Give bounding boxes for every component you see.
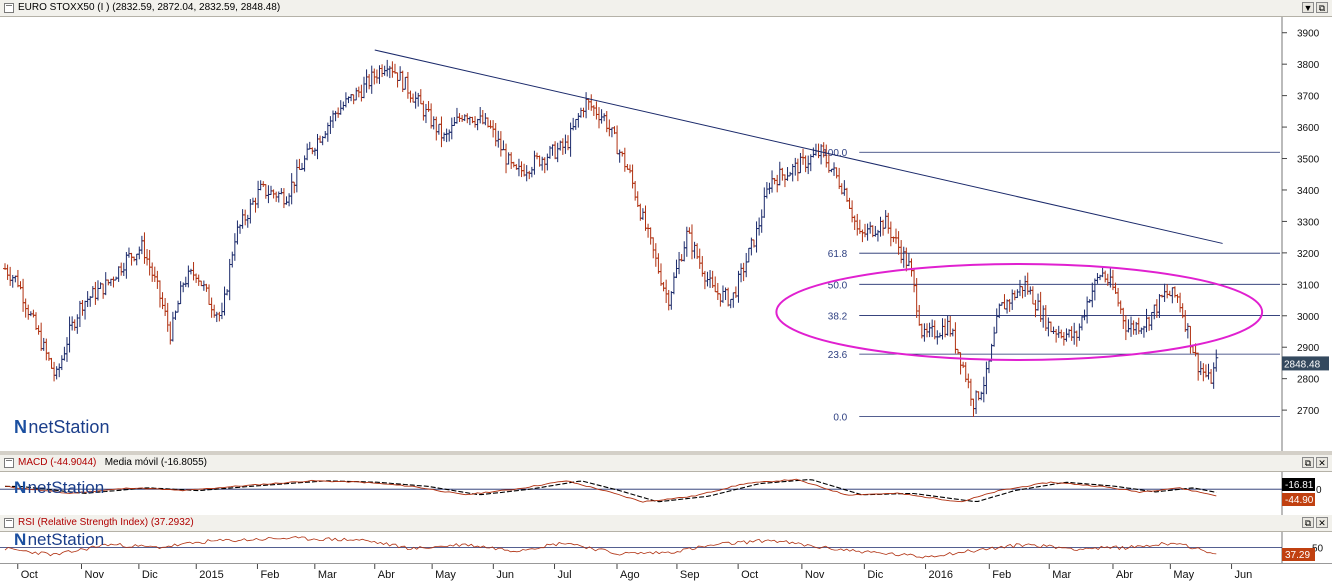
x-tick-label: Jun — [1235, 569, 1253, 581]
x-tick-label: Abr — [378, 569, 395, 581]
rsi-badge — [1282, 548, 1315, 561]
x-tick-label: Nov — [85, 569, 105, 581]
macd-ma-badge-text: -16.81 — [1285, 480, 1314, 491]
x-tick-label: May — [1173, 569, 1194, 581]
y-tick-label: 2800 — [1297, 375, 1320, 386]
macd-line — [4, 478, 1217, 503]
rsi-pane-title: RSI (Relative Strength Index) (37.2932) — [18, 517, 194, 528]
logo-text: netStation — [28, 532, 105, 549]
x-tick-label: Feb — [992, 569, 1011, 581]
y-tick-label: 3400 — [1297, 186, 1320, 197]
x-tick-label: Jun — [496, 569, 514, 581]
plot-background — [0, 17, 1282, 451]
restore-icon[interactable]: ⧉ — [1302, 517, 1314, 528]
y-tick-label: 2700 — [1297, 406, 1320, 417]
ohlc-bar — [1214, 349, 1219, 372]
logo-mark: N — [14, 478, 26, 497]
restore-icon[interactable]: ⧉ — [1316, 2, 1328, 13]
y-axis-panel — [1282, 17, 1332, 451]
y-tick-label: 3700 — [1297, 92, 1320, 103]
trendline — [374, 49, 1223, 244]
highlight-ellipse — [775, 263, 1264, 361]
price-pane-header: EURO STOXX50 (I ) (2832.59, 2872.04, 283… — [0, 0, 1332, 17]
fib-level-label: 50.0 — [828, 280, 848, 291]
y-tick-label: 3900 — [1297, 29, 1320, 40]
x-tick-label: Feb — [260, 569, 279, 581]
logo-mark: N — [14, 532, 26, 549]
close-icon[interactable]: ✕ — [1316, 457, 1328, 468]
fib-level-label: 23.6 — [828, 350, 848, 361]
fib-level-label: 0.0 — [833, 412, 847, 423]
y-tick-label: 3800 — [1297, 60, 1320, 71]
logo-text: netStation — [28, 417, 109, 437]
y-tick-label: 3000 — [1297, 312, 1320, 323]
fib-level-label: 100.0 — [822, 148, 847, 159]
logo-text: netStation — [28, 478, 105, 497]
y-tick-label: 3100 — [1297, 280, 1320, 291]
x-tick-label: Sep — [680, 569, 700, 581]
rsi-tick-label: 50 — [1312, 544, 1324, 555]
macd-badge — [1282, 493, 1315, 506]
macd-zero-label: 0 — [1316, 485, 1322, 496]
y-tick-label: 3300 — [1297, 217, 1320, 228]
macd-signal-line — [5, 479, 1217, 503]
macd-pane-title: MACD (-44.9044) Media móvil (-16.8055) — [18, 457, 207, 468]
macd-pane-header: MACD (-44.9044) Media móvil (-16.8055) ⧉… — [0, 455, 1332, 472]
y-tick-label: 3600 — [1297, 123, 1320, 134]
x-tick-label: Mar — [1052, 569, 1071, 581]
x-tick-label: Oct — [741, 569, 758, 581]
fib-level-label: 61.8 — [828, 249, 848, 260]
x-tick-label: Abr — [1116, 569, 1133, 581]
macd-background — [0, 472, 1282, 515]
x-tick-label: Dic — [142, 569, 158, 581]
y-tick-label: 2900 — [1297, 343, 1320, 354]
price-pane-title: EURO STOXX50 (I ) (2832.59, 2872.04, 283… — [18, 2, 281, 13]
price-chart[interactable]: 3900 3800 3700 3600 3500 3400 3300 3200 3100 3000… — [0, 17, 1332, 451]
pane-icon[interactable] — [4, 3, 14, 13]
rsi-pane-header: RSI (Relative Strength Index) (37.2932) … — [0, 515, 1332, 532]
logo-mark: N — [14, 417, 27, 437]
pane-icon[interactable] — [4, 458, 14, 468]
macd-ma-badge — [1282, 478, 1315, 491]
rsi-badge-text: 37.29 — [1285, 550, 1310, 561]
x-tick-label: Jul — [558, 569, 572, 581]
y-tick-label: 3200 — [1297, 249, 1320, 260]
x-tick-label: 2016 — [929, 569, 953, 581]
close-icon[interactable]: ✕ — [1316, 517, 1328, 528]
macd-chart[interactable]: 0-16.81 -44.90 N netStation — [0, 472, 1332, 515]
x-tick-label: Oct — [21, 569, 38, 581]
last-value-badge — [1282, 356, 1329, 371]
x-axis: Oct Nov Dic 2015 Feb Mar Abr May Jun Jul Ago Sep Oct… — [0, 563, 1332, 583]
y-tick-label: 3500 — [1297, 155, 1320, 166]
x-tick-label: Mar — [318, 569, 337, 581]
fib-level-label: 38.2 — [828, 311, 848, 322]
chevron-down-icon[interactable]: ▼ — [1302, 2, 1314, 13]
x-tick-label: Nov — [805, 569, 825, 581]
restore-icon[interactable]: ⧉ — [1302, 457, 1314, 468]
last-value-text: 2848.48 — [1284, 359, 1321, 370]
x-tick-label: Ago — [620, 569, 640, 581]
x-tick-label: May — [435, 569, 456, 581]
pane-icon[interactable] — [4, 518, 14, 528]
x-tick-label: 2015 — [199, 569, 223, 581]
macd-badge-text: -44.90 — [1285, 495, 1314, 506]
rsi-line — [4, 536, 1217, 559]
x-tick-label: Dic — [867, 569, 883, 581]
